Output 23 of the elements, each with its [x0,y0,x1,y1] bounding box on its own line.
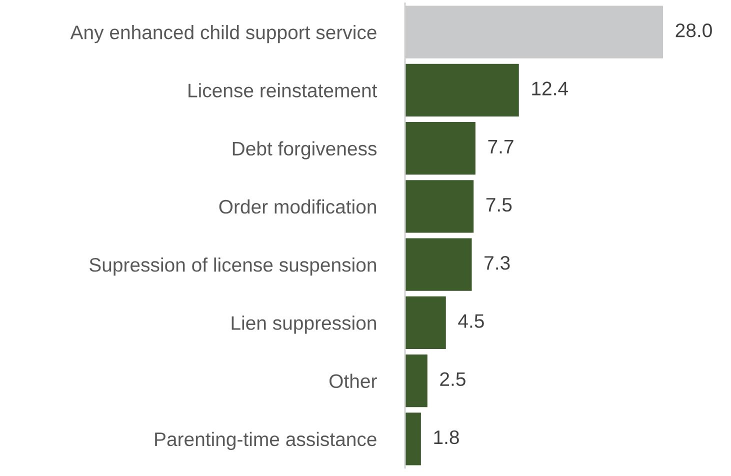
data-label: 7.5 [486,198,512,212]
y-tick-label: License reinstatement [188,83,378,98]
y-tick-label: Any enhanced child support service [70,25,376,44]
data-label: 4.5 [458,314,484,328]
y-tick-label: Debt forgiveness [232,141,377,160]
bar [405,236,474,292]
data-label: 2.5 [440,372,466,386]
data-label: 28.0 [676,24,712,38]
y-tick-label: Other [330,374,377,388]
y-tick-label: Lien suppression [232,316,376,334]
bar [405,411,422,467]
data-label: 1.8 [434,430,459,444]
data-label: 7.7 [488,140,514,154]
y-tick-label: Supression of license suspension [90,258,376,276]
bar [405,120,477,176]
y-tick-label: Order modification [219,199,376,214]
data-label: 12.4 [532,82,568,96]
y-tick-label: Parenting-time assistance [155,432,376,450]
bar [405,294,448,350]
data-label: 7.3 [484,256,510,270]
bar [405,62,520,118]
bar [405,178,475,234]
bar [405,353,429,409]
